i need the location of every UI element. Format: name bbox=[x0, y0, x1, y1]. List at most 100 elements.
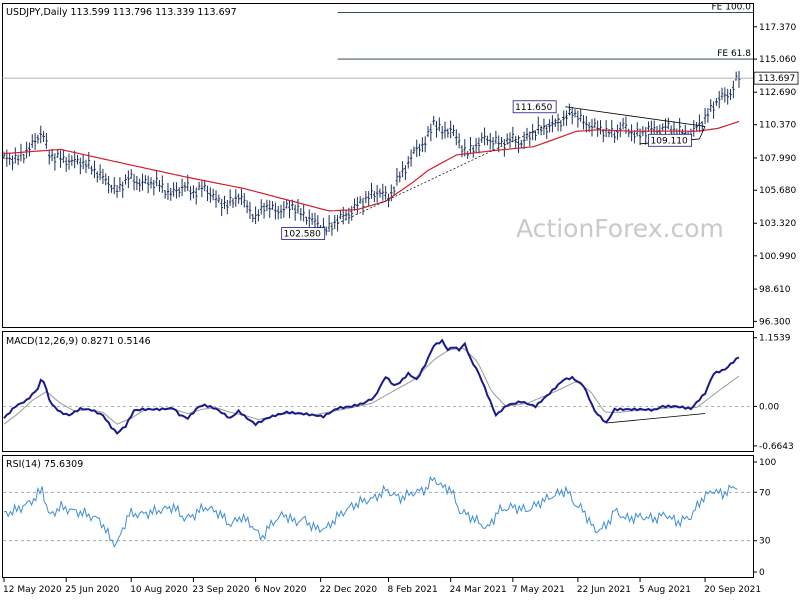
price-bar bbox=[613, 131, 616, 143]
price-bar bbox=[483, 127, 486, 146]
price-bar bbox=[480, 132, 484, 143]
price-y-tick-label: 107.990 bbox=[759, 154, 796, 164]
x-tick-label: 23 Sep 2020 bbox=[192, 585, 249, 595]
macd-y-tick-label: -0.6643 bbox=[759, 442, 794, 452]
price-bar bbox=[652, 120, 656, 136]
price-bar bbox=[457, 133, 461, 149]
price-bar bbox=[240, 188, 243, 205]
price-y-tick-label: 117.370 bbox=[759, 23, 796, 33]
triangle-upper-line bbox=[565, 106, 706, 127]
price-bar bbox=[429, 123, 433, 142]
price-bar bbox=[135, 175, 139, 191]
price-bar bbox=[568, 103, 571, 116]
price-bar bbox=[11, 155, 14, 171]
price-bar bbox=[559, 120, 563, 132]
price-bar bbox=[274, 202, 277, 220]
price-bar bbox=[163, 190, 167, 199]
fib-level-label: FE 61.8 bbox=[717, 49, 751, 59]
price-bar bbox=[259, 199, 263, 215]
price-bar bbox=[596, 120, 599, 137]
price-bar bbox=[582, 115, 585, 130]
x-tick-label: 22 Dec 2020 bbox=[320, 585, 378, 595]
price-bar bbox=[389, 184, 393, 202]
price-bar bbox=[732, 80, 735, 99]
price-annotation-box bbox=[512, 100, 557, 114]
price-bar bbox=[217, 194, 221, 204]
rsi-y-tick-label: 0 bbox=[759, 568, 765, 578]
price-bar bbox=[398, 171, 402, 183]
price-bar bbox=[635, 122, 639, 137]
price-bar bbox=[415, 139, 419, 158]
price-bar bbox=[364, 191, 368, 204]
price-bar bbox=[242, 193, 246, 208]
price-bar bbox=[630, 124, 633, 142]
price-bar bbox=[42, 131, 45, 143]
price-bar bbox=[570, 106, 574, 125]
price-bar bbox=[412, 146, 416, 155]
price-bar bbox=[378, 188, 382, 198]
price-bar bbox=[344, 209, 348, 221]
price-bar bbox=[350, 205, 354, 221]
price-bar bbox=[392, 186, 396, 196]
price-bar bbox=[70, 155, 74, 166]
price-bar bbox=[726, 88, 729, 105]
price-bar bbox=[175, 182, 178, 199]
price-bar bbox=[194, 187, 198, 205]
x-tick-label: 7 May 2021 bbox=[512, 585, 565, 595]
price-annotation-label: 102.580 bbox=[284, 230, 321, 240]
price-bar bbox=[47, 149, 51, 165]
price-bar bbox=[715, 97, 718, 106]
price-y-tick-label: 110.370 bbox=[759, 121, 796, 131]
price-bar bbox=[432, 116, 435, 126]
price-bar bbox=[95, 171, 99, 183]
price-bar bbox=[664, 118, 667, 136]
price-bar bbox=[734, 71, 738, 81]
price-bar bbox=[616, 124, 619, 140]
price-bar bbox=[553, 118, 557, 127]
price-bar bbox=[226, 200, 229, 215]
price-bar bbox=[282, 201, 286, 218]
price-bar bbox=[333, 215, 337, 229]
price-bar bbox=[16, 154, 20, 166]
price-bar bbox=[22, 154, 26, 164]
price-bar bbox=[138, 178, 141, 192]
price-bar bbox=[67, 153, 71, 170]
price-bar bbox=[423, 136, 427, 153]
x-tick-label: 8 Feb 2021 bbox=[387, 585, 437, 595]
price-bar bbox=[107, 175, 110, 194]
price-bar bbox=[200, 179, 204, 198]
price-bar bbox=[39, 125, 43, 144]
price-bar bbox=[562, 110, 566, 127]
price-bar bbox=[53, 153, 57, 171]
price-bar bbox=[129, 169, 133, 179]
watermark: ActionForex.com bbox=[516, 214, 724, 243]
triangle-side-line bbox=[699, 126, 706, 140]
price-bar bbox=[288, 200, 291, 219]
price-bar bbox=[177, 187, 181, 198]
last-price-box bbox=[753, 71, 799, 85]
price-bar bbox=[59, 150, 62, 168]
price-bar bbox=[93, 160, 96, 179]
price-bar bbox=[511, 126, 515, 143]
price-bar bbox=[644, 127, 648, 145]
rsi-y-tick-label: 30 bbox=[759, 537, 771, 547]
price-bar bbox=[590, 118, 594, 137]
price-bar bbox=[28, 142, 31, 157]
price-bar bbox=[522, 131, 526, 149]
price-bar bbox=[231, 198, 235, 209]
price-bar bbox=[440, 125, 444, 140]
price-bar bbox=[183, 181, 187, 192]
price-bar bbox=[98, 164, 102, 181]
price-bar bbox=[192, 185, 195, 199]
price-bar bbox=[296, 199, 300, 214]
price-bar bbox=[373, 191, 376, 202]
price-annotation-label: 111.650 bbox=[515, 103, 552, 113]
price-bar bbox=[101, 168, 105, 185]
price-bar bbox=[257, 209, 260, 222]
price-bar bbox=[84, 159, 88, 174]
price-bar bbox=[514, 135, 517, 148]
price-bar bbox=[647, 121, 650, 132]
price-chart-title: USDJPY,Daily 113.599 113.796 113.339 113… bbox=[6, 7, 237, 18]
price-bar bbox=[245, 200, 249, 214]
